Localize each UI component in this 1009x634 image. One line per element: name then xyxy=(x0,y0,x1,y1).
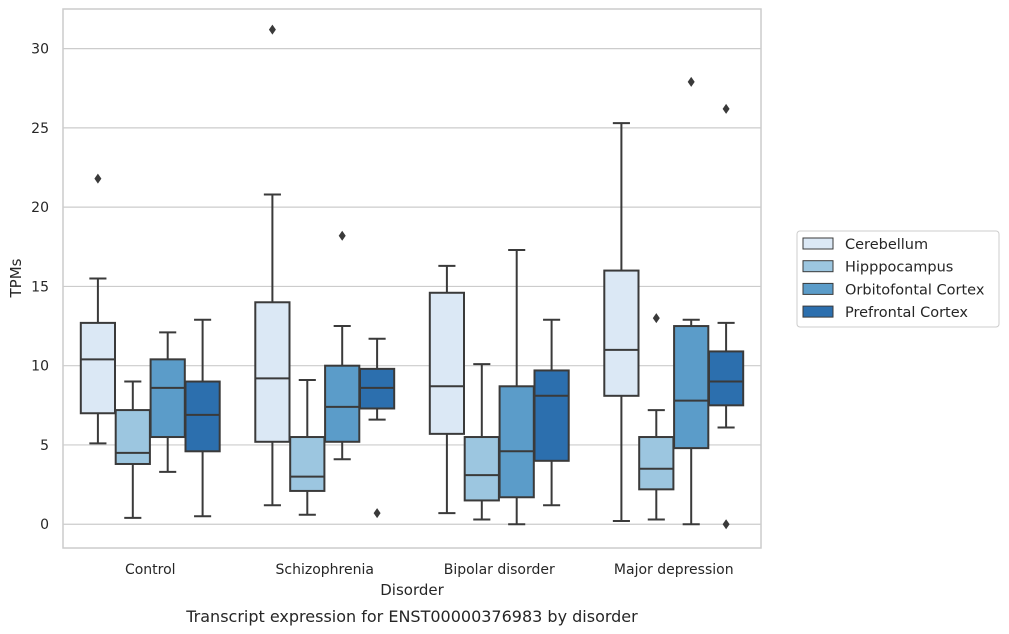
y-tick-label: 20 xyxy=(31,200,49,216)
legend-swatch xyxy=(802,237,834,250)
y-tick-label: 10 xyxy=(31,359,49,375)
legend-label: Cerebellum xyxy=(845,237,928,253)
y-axis-label: TPMs xyxy=(7,258,25,298)
box-body xyxy=(149,358,186,439)
box-body xyxy=(114,409,151,465)
outlier-point xyxy=(373,508,381,519)
box-0-3 xyxy=(184,318,221,518)
legend-swatch xyxy=(802,282,834,295)
box-3-2 xyxy=(673,76,710,526)
chart-caption: Transcript expression for ENST0000037698… xyxy=(185,607,638,626)
legend-label: Hipppocampus xyxy=(845,260,953,276)
box-0-2 xyxy=(149,331,186,473)
legend-swatch xyxy=(802,305,834,318)
x-axis-label: Disorder xyxy=(380,581,444,599)
outlier-point xyxy=(722,103,730,114)
box-body xyxy=(428,291,466,435)
outlier-point xyxy=(94,173,102,184)
y-tick-label: 5 xyxy=(40,438,49,454)
plot-area-frame xyxy=(62,8,762,549)
legend-items: Cerebellum Hipppocampus Orbitofontal Corte… xyxy=(802,237,985,321)
box-body xyxy=(498,385,535,499)
box-2-1 xyxy=(463,363,500,521)
box-1-0 xyxy=(254,24,291,507)
x-tick-label: Major depression xyxy=(614,562,734,578)
x-tick-label: Bipolar disorder xyxy=(444,562,555,578)
y-tick-label: 30 xyxy=(31,42,49,58)
outlier-point xyxy=(722,519,730,530)
box-body xyxy=(79,321,117,415)
y-axis-ticks: 0 5 10 15 20 25 30 xyxy=(31,42,49,534)
box-body xyxy=(289,436,326,492)
outlier-point xyxy=(268,24,276,35)
box-body xyxy=(324,364,361,443)
box-body xyxy=(184,380,221,453)
y-tick-label: 0 xyxy=(40,517,49,533)
box-2-3 xyxy=(533,318,570,507)
legend-swatch xyxy=(802,260,834,273)
box-3-3 xyxy=(707,103,745,530)
box-0-0 xyxy=(79,173,117,445)
legend-label: Prefrontal Cortex xyxy=(845,305,968,321)
legend-frame xyxy=(796,230,1000,328)
x-axis-ticks: Control Schizophrenia Bipolar disorder Majo… xyxy=(125,562,734,578)
box-2-2 xyxy=(498,248,535,526)
outlier-point xyxy=(338,230,346,241)
box-1-1 xyxy=(289,378,326,516)
box-body xyxy=(254,301,291,443)
box-2-0 xyxy=(428,264,466,515)
box-1-3 xyxy=(358,337,396,519)
box-body xyxy=(638,436,675,491)
y-tick-label: 15 xyxy=(31,279,49,295)
box-body xyxy=(603,269,640,397)
x-tick-label: Schizophrenia xyxy=(276,562,374,578)
legend-label: Orbitofontal Cortex xyxy=(845,282,985,298)
box-1-2 xyxy=(324,230,361,461)
box-body xyxy=(533,369,570,462)
box-body xyxy=(463,436,500,502)
legend: Cerebellum Hipppocampus Orbitofontal Corte… xyxy=(796,230,1000,328)
y-tick-label: 25 xyxy=(31,121,49,137)
box-0-1 xyxy=(114,380,151,519)
outlier-point xyxy=(687,76,695,87)
outlier-point xyxy=(652,313,660,324)
box-3-0 xyxy=(603,122,640,523)
box-3-1 xyxy=(638,313,675,521)
box-body xyxy=(707,350,745,407)
x-tick-label: Control xyxy=(125,562,176,578)
box-body xyxy=(673,325,710,450)
boxes xyxy=(79,24,745,530)
